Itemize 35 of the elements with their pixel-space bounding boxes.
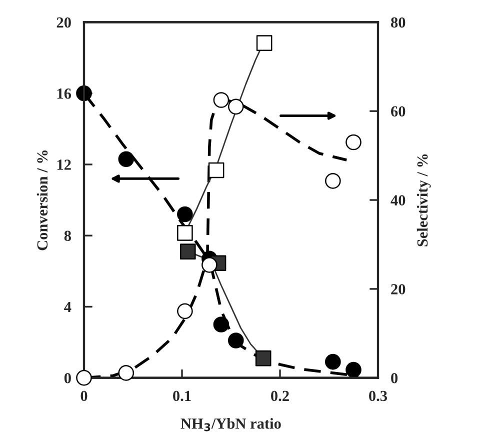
point	[76, 370, 92, 386]
y-tick-label: 20	[56, 17, 71, 28]
point	[213, 316, 230, 332]
point	[180, 244, 196, 260]
point	[177, 206, 193, 222]
point	[118, 151, 134, 168]
y2-tick-label: 20	[391, 284, 406, 294]
y2-tick-label: 60	[391, 106, 406, 117]
point	[228, 332, 244, 348]
point	[177, 225, 193, 241]
point	[256, 35, 272, 51]
x-tick-label: 0.3	[369, 390, 388, 402]
point	[177, 303, 193, 320]
point	[325, 354, 341, 370]
y2-tick-label: 40	[390, 195, 406, 206]
point	[255, 350, 272, 366]
y-tick-label: 12	[57, 160, 71, 170]
y-axis-title: Conversion / %	[36, 150, 48, 250]
y-tick-label: 16	[57, 88, 72, 99]
x-tick-label: 0	[80, 390, 88, 402]
x-axis-title: NH$_{3}$/YbN ratio	[180, 418, 281, 432]
y2-axis-title: Selectivity / %	[416, 154, 431, 246]
x-tick-label: 0.2	[271, 390, 289, 402]
y2-tick-label: 0	[391, 372, 398, 384]
point	[208, 162, 224, 178]
point	[346, 362, 362, 378]
point	[202, 257, 218, 273]
y-tick-label: 4	[64, 302, 72, 312]
y2-tick-label: 80	[391, 17, 406, 28]
y-tick-label: 8	[64, 230, 71, 242]
point	[118, 365, 134, 381]
x-tick-label: 0.1	[173, 390, 191, 402]
point	[213, 92, 230, 108]
point	[228, 98, 244, 115]
y-tick-label: 0	[64, 372, 71, 384]
